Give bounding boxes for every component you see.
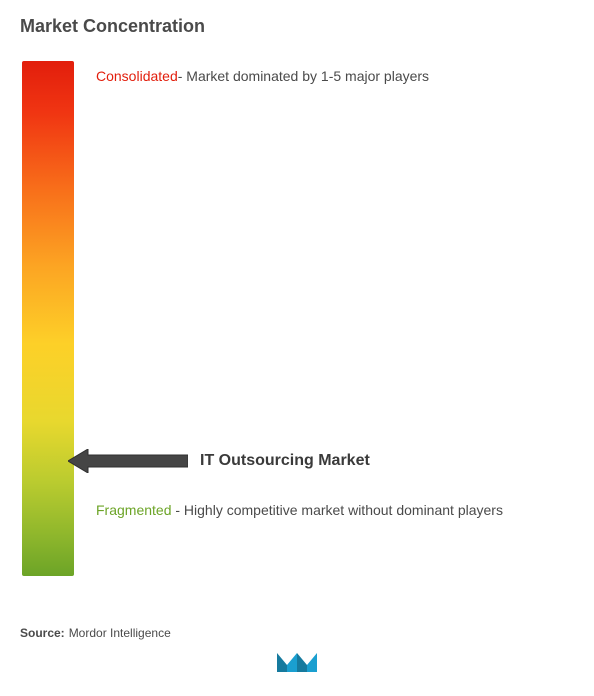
chart-body: Consolidated- Market dominated by 1-5 ma… [20,61,574,591]
mordor-logo-icon [276,649,318,678]
market-marker: IT Outsourcing Market [68,449,370,473]
consolidated-desc: - Market dominated by 1-5 major players [178,68,429,84]
consolidated-row: Consolidated- Market dominated by 1-5 ma… [96,67,574,87]
source-row: Source: Mordor Intelligence [20,626,171,640]
labels-area: Consolidated- Market dominated by 1-5 ma… [96,61,574,591]
chart-title: Market Concentration [20,16,574,37]
arrow-left-icon [68,449,188,473]
source-value: Mordor Intelligence [69,626,171,640]
source-label: Source: [20,626,65,640]
market-name-label: IT Outsourcing Market [200,452,370,470]
fragmented-row: Fragmented - Highly competitive market w… [96,499,574,521]
fragmented-desc: - Highly competitive market without domi… [171,502,502,518]
concentration-gradient-bar [22,61,74,576]
fragmented-label: Fragmented [96,502,171,518]
consolidated-label: Consolidated [96,68,178,84]
